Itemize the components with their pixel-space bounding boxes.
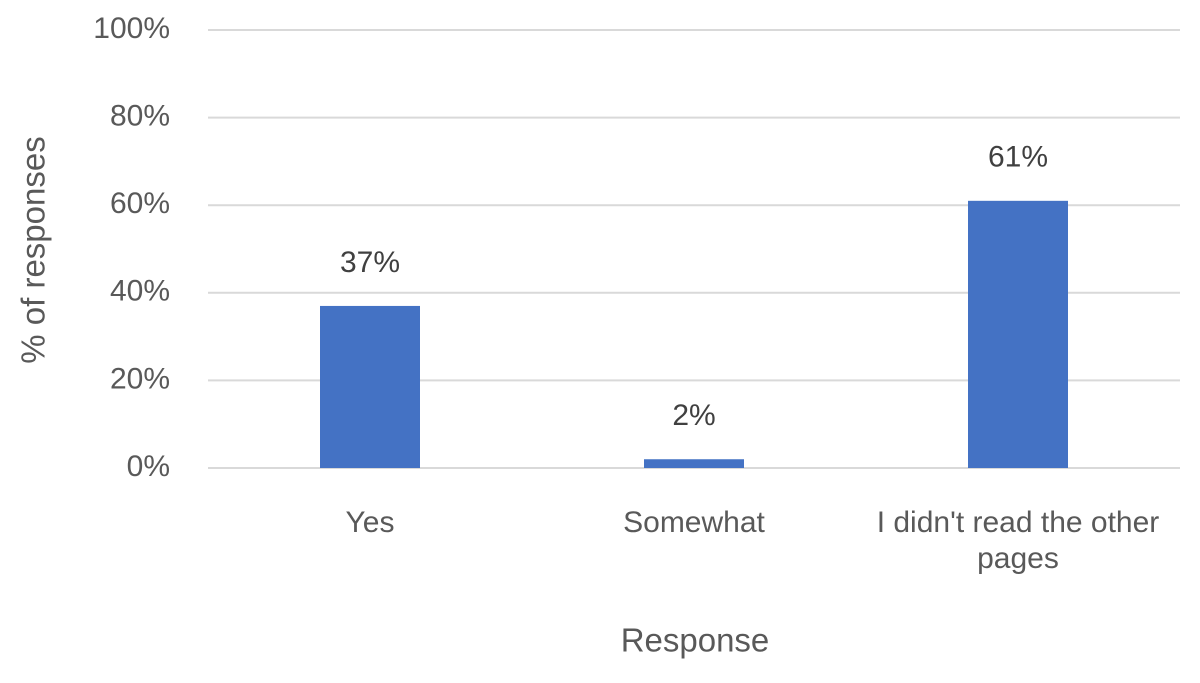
x-axis-title: Response	[621, 622, 770, 659]
y-axis-title: % of responses	[15, 136, 52, 363]
data-label: 37%	[340, 246, 400, 279]
data-label: 2%	[672, 399, 715, 432]
y-tick-label: 80%	[110, 100, 170, 133]
bar	[968, 200, 1068, 468]
x-tick-label: Somewhat	[623, 506, 765, 539]
y-tick-label: 40%	[110, 275, 170, 308]
y-tick-label: 0%	[127, 450, 170, 483]
y-tick-label: 60%	[110, 187, 170, 220]
data-label: 61%	[988, 141, 1048, 174]
y-tick-label: 100%	[93, 12, 170, 45]
bar	[644, 459, 744, 468]
x-tick-label: I didn't read the other pages	[877, 506, 1160, 575]
x-tick-label: Yes	[346, 506, 395, 539]
y-tick-label: 20%	[110, 362, 170, 395]
bar	[320, 305, 420, 468]
